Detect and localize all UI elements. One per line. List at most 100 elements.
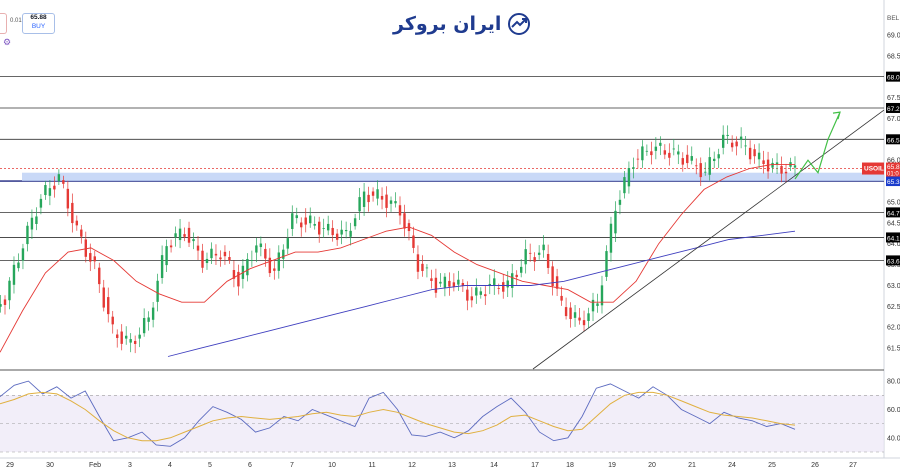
settings-icon[interactable]: ⚙ [3,37,12,47]
candle-body [48,188,52,196]
candle-body [479,291,482,295]
price-tick-label: 69.0 [887,32,900,39]
candle-body [555,276,559,289]
candle-body [331,227,334,236]
candle-body [690,156,693,161]
candle-body [250,260,254,261]
buy-price: 65.88 [30,14,47,21]
candle-body [735,141,738,147]
price-tick-label: 62.0 [887,325,900,332]
price-tick-label: 61.5 [887,346,900,353]
level-tag [886,232,900,243]
sell-button[interactable] [0,13,7,34]
candle-body [156,280,159,302]
level-tag [886,255,900,266]
candle-body [39,198,43,208]
candle-body [519,266,523,273]
trendlines [532,109,885,370]
candle-body [564,307,568,317]
candle-body [425,267,429,269]
price-axis: BEL69.068.568.067.567.066.566.065.565.06… [0,0,900,459]
candle-body [228,257,231,261]
countdown-label: 01:0 [887,172,899,178]
candle-body [237,271,240,287]
candle-body [111,316,114,325]
price-tick-label: 68.0 [887,74,900,81]
candle-body [493,278,496,286]
candle-body [93,256,96,262]
candle-body [582,320,586,326]
candle-body [502,282,505,292]
time-tick-label: 17 [531,462,539,469]
time-tick-label: 27 [849,462,857,469]
time-tick-label: 20 [648,462,656,469]
candle-body [142,318,146,334]
candle-body [623,177,626,194]
candle-body [8,280,11,301]
time-axis: 29 30 Feb 3 4 5 6 7 10 11 12 13 14 17 18 19 20 21 24 25 26 27 [6,462,857,469]
candle-body [744,145,747,147]
candle-body [17,262,20,269]
candle-body [26,225,29,245]
buy-button[interactable]: 65.88 BUY [22,13,55,34]
time-tick-label: 10 [328,462,336,469]
candle-body [452,282,456,287]
candle-body [71,202,74,224]
candle-body [385,194,388,208]
candle-body [704,171,707,173]
candle-body [264,248,267,259]
candle-body [659,142,662,146]
moving-averages [0,163,796,357]
candle-body [241,265,245,279]
candle-body [187,227,191,243]
candle-body [677,151,680,155]
candle-body [210,248,213,259]
candle-body [107,297,110,315]
time-tick-label: 7 [290,462,294,469]
candle-body [578,317,581,321]
candle-body [151,307,155,320]
candle-body [98,267,101,285]
candle-body [636,158,640,160]
candle-body [771,162,774,168]
time-tick-label: 6 [248,462,252,469]
candle-body [699,163,702,178]
candle-body [300,222,303,228]
symbol-tag-label: USOIL [864,166,884,173]
time-tick-label: Feb [89,462,101,469]
candle-body [57,174,61,181]
symbol-tag [862,162,884,175]
candle-body [780,165,783,174]
candle-body [120,331,123,344]
buy-label: BUY [31,22,46,30]
candle-body [632,167,635,169]
logo-text: ایران بروکر [393,13,502,35]
candle-body [21,248,25,261]
candle-body [138,334,141,339]
candle-body [326,223,330,231]
candle-body [196,245,200,251]
candle-body [362,191,366,207]
time-tick-label: 21 [688,462,696,469]
candle-body [448,280,451,287]
candle-body [219,257,222,260]
candle-body [102,287,105,308]
price-tick-label: 65.0 [887,199,900,206]
forecast-arrowhead [832,111,841,120]
time-tick-label: 24 [728,462,736,469]
price-tick-label: 64.0 [887,241,900,248]
candle-body [380,195,384,200]
candle-body [663,150,667,155]
candle-body [394,201,397,204]
candle-body [255,245,258,253]
candle-body [12,264,16,285]
level-tag-label: 64.7 [887,210,900,217]
candle-body [439,281,442,284]
candle-body [295,215,298,219]
candle-body [443,276,447,288]
time-tick-label: 5 [208,462,212,469]
candle-body [717,154,720,159]
candle-body [721,134,725,148]
candle-body [533,257,536,262]
